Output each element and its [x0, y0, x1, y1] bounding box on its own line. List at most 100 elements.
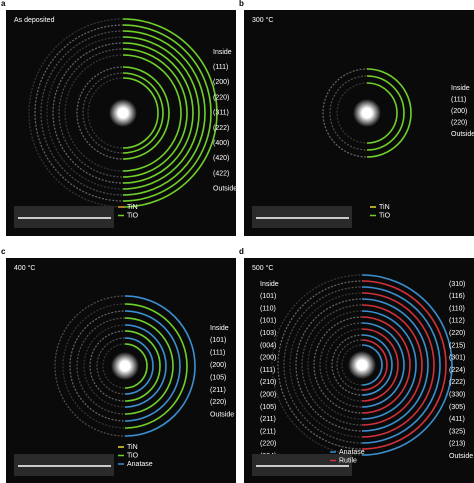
ring-label: (211)	[260, 428, 276, 435]
indexed-arc	[124, 337, 154, 395]
indexed-arc	[124, 343, 148, 389]
indexed-arc	[361, 334, 393, 396]
ring-label: (110)	[260, 305, 276, 312]
ring-label: (112)	[449, 318, 465, 325]
indexed-arc	[122, 66, 170, 160]
indexed-arc	[122, 72, 164, 154]
indexed-arc	[361, 310, 417, 420]
indexed-arc	[366, 68, 412, 158]
ring-label: Inside	[210, 325, 229, 332]
ring-label: (330)	[449, 392, 465, 399]
ring-label: (101)	[210, 337, 226, 344]
ring-label: (105)	[210, 374, 226, 381]
indexed-arc	[124, 310, 181, 422]
indexed-arc	[361, 316, 411, 414]
ring-label: (111)	[210, 350, 225, 357]
panel-title: 300 °C	[252, 16, 273, 24]
scale-bar-bg	[252, 454, 352, 476]
ring-label: (110)	[449, 305, 465, 312]
ring-label: (411)	[449, 416, 465, 423]
ring-label: (220)	[260, 441, 276, 448]
ring-label: (211)	[210, 387, 226, 394]
ring-label: (200)	[451, 108, 467, 115]
ring-label: (004)	[260, 342, 276, 349]
indexed-arc	[361, 280, 447, 450]
indexed-arc	[366, 75, 405, 151]
ring-label: (224)	[449, 367, 465, 374]
ring-label: (311)	[213, 110, 229, 117]
ring-label: (220)	[449, 330, 465, 337]
panel: 400 °C Inside (101) (111) (200) (105) (211) (22…	[6, 258, 236, 483]
ring-label: Inside	[213, 49, 232, 56]
legend-label: TiN	[127, 444, 138, 451]
ring-label: (310)	[449, 281, 465, 288]
indexed-arc	[122, 77, 159, 149]
panel-label: d	[239, 247, 244, 256]
indexed-arc	[124, 295, 196, 437]
legend-label: Anatase	[127, 461, 153, 468]
ring-label: (211)	[260, 416, 276, 423]
indexed-arc	[361, 328, 399, 402]
ring-label: Outside	[451, 131, 474, 138]
indexed-arc	[361, 339, 388, 391]
panel-label: a	[1, 0, 6, 8]
indexed-arc	[122, 18, 218, 208]
ring-label: (103)	[260, 330, 276, 337]
indexed-arc	[124, 330, 161, 402]
indexed-arc	[122, 54, 182, 172]
panel-label: c	[1, 247, 6, 256]
panel: 500 °C Inside (101) (110) (101) (103) (004) (20…	[244, 258, 474, 483]
ring-label: (111)	[213, 64, 228, 71]
ring-label: (105)	[260, 404, 276, 411]
ring-label: (213)	[449, 441, 465, 448]
indexed-arc	[366, 82, 398, 144]
ring-label: (101)	[260, 318, 276, 325]
ring-label: (422)	[213, 170, 229, 177]
ring-label: (200)	[260, 355, 276, 362]
scale-bar-bg	[252, 206, 352, 228]
indexed-arc	[122, 24, 212, 202]
panel: As deposited Inside (111) (200) (220) (311) (2…	[6, 10, 237, 236]
indexed-arc	[122, 42, 194, 184]
ring-label: (111)	[260, 367, 275, 374]
indexed-arc	[124, 303, 188, 429]
legend-label: Anatase	[339, 449, 365, 456]
indexed-arc	[361, 274, 453, 456]
indexed-arc	[361, 322, 405, 408]
ring-label: (116)	[449, 293, 465, 300]
ring-label: (200)	[213, 79, 229, 86]
ring-label: Outside	[449, 453, 473, 460]
central-beam	[348, 351, 376, 379]
indexed-arc	[361, 298, 429, 432]
indexed-arc	[361, 344, 383, 386]
ring-label: (210)	[260, 379, 276, 386]
ring-label: (325)	[449, 428, 465, 435]
ring-label: (222)	[449, 379, 465, 386]
ring-label: (305)	[449, 404, 465, 411]
central-beam	[109, 99, 137, 127]
indexed-arc	[124, 317, 174, 415]
legend-label: TiO	[379, 212, 391, 219]
central-beam	[353, 99, 381, 127]
ring-label: (222)	[213, 125, 229, 132]
legend-label: Rutile	[339, 457, 357, 464]
ring-label: (301)	[449, 355, 465, 362]
ring-label: Inside	[451, 85, 470, 92]
ring-label: (220)	[210, 399, 226, 406]
indexed-arc	[122, 36, 200, 190]
ring-label: (101)	[260, 293, 276, 300]
ring-label: (220)	[451, 119, 467, 126]
panel-title: 400 °C	[14, 264, 35, 272]
indexed-arc	[361, 286, 441, 444]
legend-label: TiO	[127, 452, 139, 459]
ring-label: (215)	[449, 342, 465, 349]
scale-bar-bg	[14, 206, 114, 228]
indexed-arc	[361, 304, 423, 426]
ring-label: (200)	[210, 362, 226, 369]
ring-label: Inside	[260, 281, 279, 288]
panel-title: 500 °C	[252, 264, 273, 272]
ring-label: (400)	[213, 140, 229, 147]
indexed-arc	[122, 30, 206, 196]
